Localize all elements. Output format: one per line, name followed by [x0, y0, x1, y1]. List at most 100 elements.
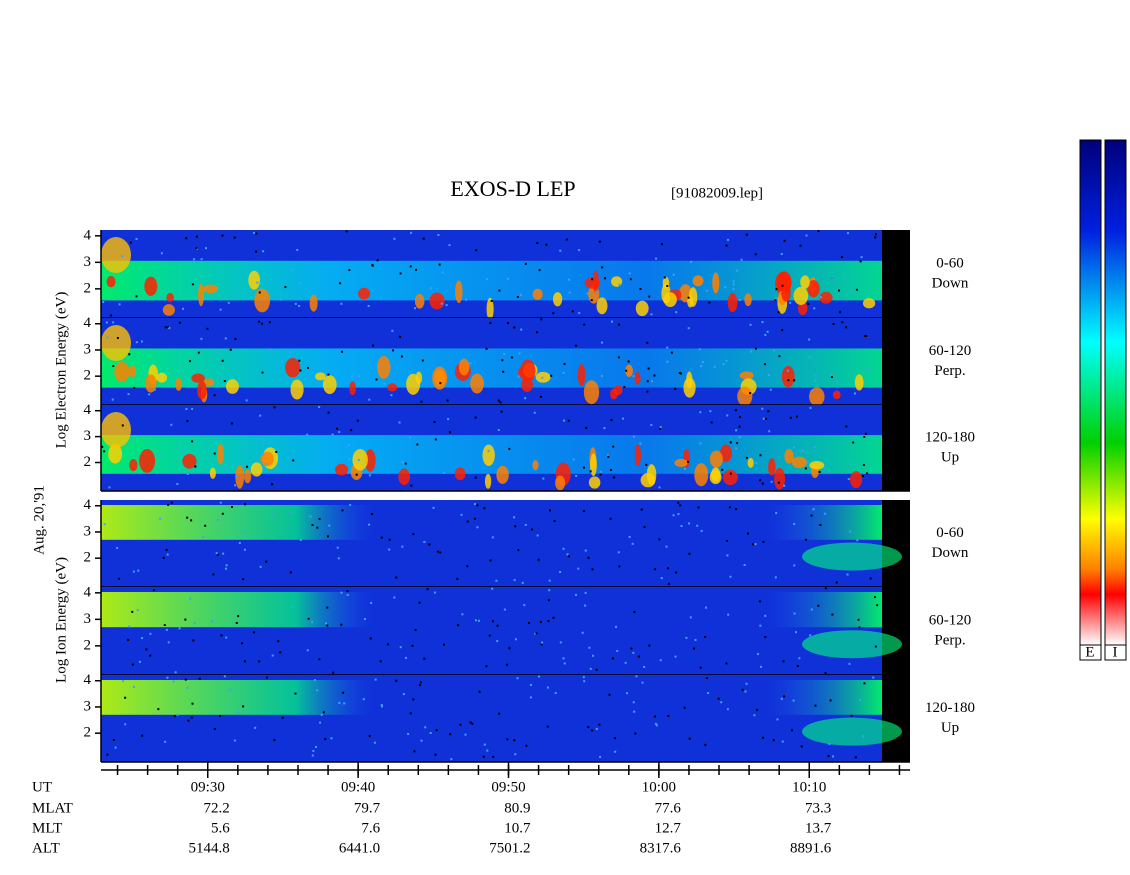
noise-pixel: [568, 291, 571, 294]
noise-pixel: [327, 373, 330, 376]
noise-pixel: [443, 643, 446, 646]
noise-pixel: [533, 411, 536, 414]
noise-pixel: [497, 429, 500, 432]
noise-pixel: [388, 548, 391, 551]
noise-pixel: [666, 284, 669, 287]
x-tick-label: 09:30: [191, 779, 225, 795]
noise-pixel: [517, 375, 520, 378]
noise-pixel: [246, 465, 249, 468]
noise-pixel: [482, 755, 485, 758]
spectrum-feature: [101, 325, 131, 361]
noise-pixel: [286, 455, 289, 458]
spectrum-feature: [584, 277, 600, 289]
noise-pixel: [105, 321, 108, 324]
spectrum-feature: [352, 449, 368, 471]
noise-pixel: [424, 726, 427, 729]
noise-pixel: [465, 298, 468, 301]
noise-pixel: [587, 726, 590, 729]
noise-pixel: [503, 353, 506, 356]
noise-pixel: [195, 247, 198, 250]
spectrum-feature: [315, 372, 326, 381]
spectrum-feature: [611, 276, 623, 287]
noise-pixel: [813, 307, 816, 310]
noise-pixel: [540, 643, 543, 646]
noise-pixel: [659, 427, 662, 430]
noise-pixel: [191, 283, 194, 286]
noise-pixel: [376, 259, 379, 262]
x-tick-label: 09:40: [341, 779, 375, 795]
noise-pixel: [460, 513, 463, 516]
noise-pixel: [534, 632, 537, 635]
ephemeris-value: 80.9: [504, 800, 530, 816]
noise-pixel: [485, 278, 488, 281]
noise-pixel: [190, 519, 193, 522]
noise-pixel: [588, 646, 591, 649]
noise-pixel: [457, 624, 460, 627]
noise-pixel: [224, 337, 227, 340]
noise-pixel: [530, 528, 533, 531]
noise-pixel: [735, 429, 738, 432]
panel-direction-label: Down: [932, 275, 969, 291]
noise-pixel: [819, 296, 822, 299]
spectrum-feature: [800, 275, 810, 289]
noise-pixel: [523, 604, 526, 607]
noise-pixel: [618, 283, 621, 286]
noise-pixel: [774, 576, 777, 579]
noise-pixel: [230, 422, 233, 425]
noise-pixel: [216, 352, 219, 355]
noise-pixel: [369, 637, 372, 640]
spectrum-feature: [688, 287, 698, 307]
noise-pixel: [738, 436, 741, 439]
noise-pixel: [641, 681, 644, 684]
noise-pixel: [506, 738, 509, 741]
noise-pixel: [311, 620, 314, 623]
noise-pixel: [281, 360, 284, 363]
noise-pixel: [280, 298, 283, 301]
spectrum-feature: [744, 293, 752, 307]
noise-pixel: [189, 597, 192, 600]
noise-pixel: [471, 722, 474, 725]
noise-pixel: [204, 247, 207, 250]
noise-pixel: [810, 389, 813, 392]
noise-pixel: [237, 710, 240, 713]
noise-pixel: [559, 641, 562, 644]
noise-pixel: [186, 472, 189, 475]
noise-pixel: [145, 648, 148, 651]
noise-pixel: [167, 503, 170, 506]
noise-pixel: [741, 688, 744, 691]
noise-pixel: [128, 625, 131, 628]
noise-pixel: [440, 302, 443, 305]
y-tick-label: 4: [84, 227, 92, 243]
noise-pixel: [372, 344, 375, 347]
noise-pixel: [466, 565, 469, 568]
noise-pixel: [666, 360, 669, 363]
spectrum-feature: [802, 717, 902, 746]
noise-pixel: [550, 374, 553, 377]
noise-pixel: [610, 320, 613, 323]
noise-pixel: [347, 444, 350, 447]
spectrum-feature: [802, 542, 902, 571]
noise-pixel: [416, 443, 419, 446]
noise-pixel: [322, 711, 325, 714]
noise-pixel: [351, 375, 354, 378]
noise-pixel: [824, 587, 827, 590]
noise-pixel: [699, 442, 702, 445]
noise-pixel: [426, 588, 429, 591]
noise-pixel: [316, 689, 319, 692]
noise-pixel: [513, 739, 516, 742]
noise-pixel: [298, 304, 301, 307]
spectrum-feature: [709, 450, 723, 468]
spectrum-feature: [809, 387, 825, 406]
noise-pixel: [584, 549, 587, 552]
noise-pixel: [439, 551, 442, 554]
noise-pixel: [411, 644, 414, 647]
spectrum-feature: [335, 463, 349, 476]
noise-pixel: [212, 573, 215, 576]
spectrum-feature: [349, 381, 356, 396]
noise-pixel: [777, 481, 780, 484]
noise-pixel: [234, 484, 237, 487]
noise-pixel: [545, 243, 548, 246]
noise-pixel: [729, 441, 732, 444]
noise-pixel: [854, 756, 857, 759]
noise-pixel: [764, 614, 767, 617]
